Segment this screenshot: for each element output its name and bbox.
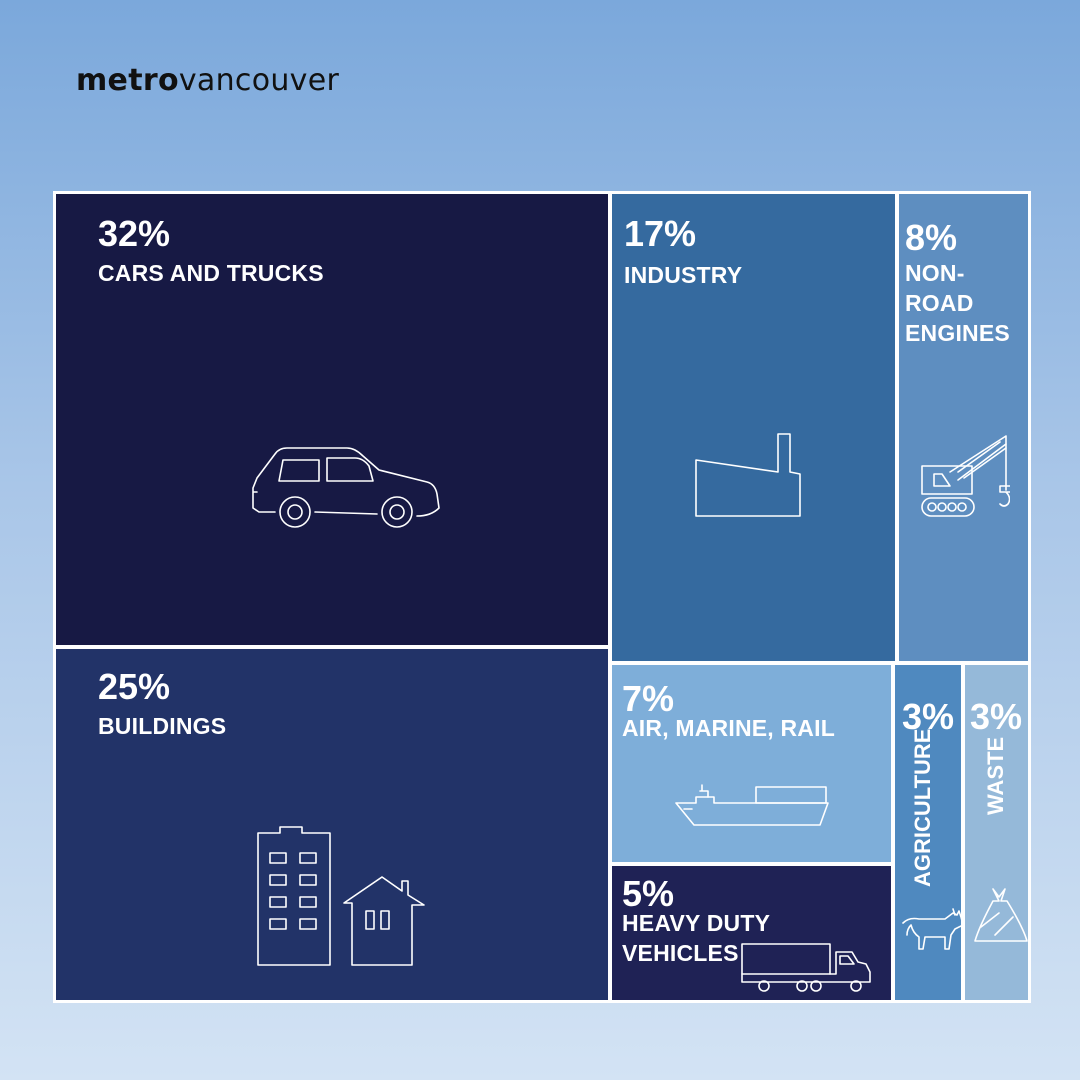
- treemap-cell-non-road-engines: 8% NON-ROAD ENGINES: [896, 191, 1031, 664]
- car-icon: [251, 436, 443, 528]
- cell-percent-value: 3%: [970, 696, 1023, 737]
- cell-percent-value: 17%: [624, 213, 697, 254]
- cell-category-label: BUILDINGS: [98, 713, 227, 739]
- treemap-cell-heavy-duty-vehicles: 5% HEAVY DUTY VEHICLES: [609, 863, 894, 1003]
- treemap-cell-industry: 17% INDUSTRY: [609, 191, 898, 664]
- cell-category-label: AGRICULTURE: [910, 728, 935, 887]
- truck-icon: [740, 942, 872, 994]
- crane-icon: [920, 434, 1010, 522]
- treemap-cell-buildings: 25% BUILDINGS: [53, 646, 611, 1003]
- cell-category-label: INDUSTRY: [624, 262, 743, 288]
- cow-icon: [901, 905, 961, 953]
- treemap-cell-cars-and-trucks: 32% CARS AND TRUCKS: [53, 191, 611, 648]
- cell-category-label: HEAVY DUTY VEHICLES: [622, 910, 771, 966]
- ship-icon: [674, 783, 830, 829]
- treemap-cell-waste: 3% WASTE: [962, 662, 1031, 1003]
- metro-vancouver-logo: metrovancouver: [76, 63, 340, 98]
- cell-percent-value: 7%: [622, 678, 675, 719]
- cell-category-label: NON-ROAD ENGINES: [905, 260, 1010, 346]
- treemap-cell-agriculture: 3% AGRICULTURE: [892, 662, 964, 1003]
- cell-category-label: AIR, MARINE, RAIL: [622, 715, 835, 741]
- cell-category-label: CARS AND TRUCKS: [98, 260, 324, 286]
- factory-icon: [694, 432, 802, 518]
- buildings-icon: [254, 825, 426, 967]
- cell-percent-value: 8%: [905, 217, 958, 258]
- cell-percent-value: 32%: [98, 213, 171, 254]
- treemap-cell-air-marine-rail: 7% AIR, MARINE, RAIL: [609, 662, 894, 865]
- cell-percent-value: 3%: [902, 696, 955, 737]
- cell-category-label: WASTE: [983, 736, 1008, 815]
- cell-percent-value: 25%: [98, 666, 171, 707]
- cell-percent-value: 5%: [622, 873, 675, 914]
- trash-bag-icon: [971, 887, 1028, 945]
